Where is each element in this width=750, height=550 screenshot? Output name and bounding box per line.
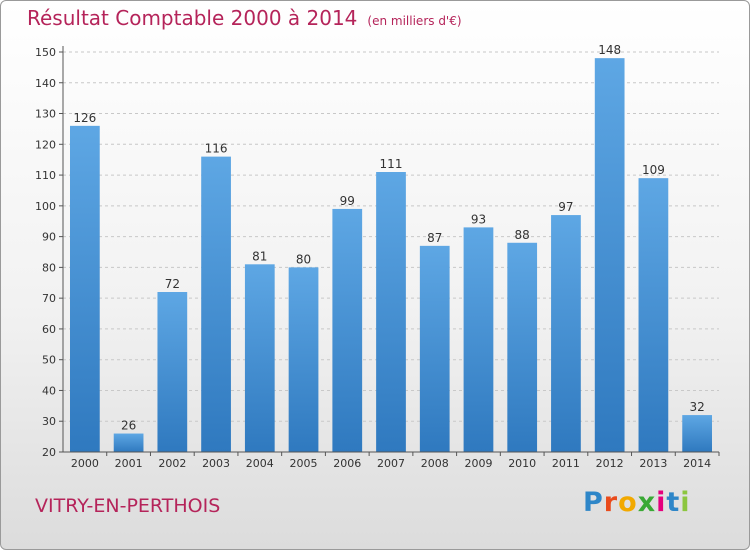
title-main: Résultat Comptable 2000 à 2014 (27, 6, 358, 30)
x-tick-label: 2010 (508, 457, 536, 470)
y-tick-label: 70 (42, 292, 56, 305)
logo-letter: x (637, 487, 657, 518)
y-tick-label: 80 (42, 261, 56, 274)
x-tick-label: 2014 (683, 457, 711, 470)
y-tick-label: 90 (42, 231, 56, 244)
chart-title: Résultat Comptable 2000 à 2014 (en millie… (27, 6, 462, 30)
logo-letter: t (666, 487, 681, 518)
bars: 126 26 72 116 81 80 99 111 87 93 88 97 148 109 32 (69, 43, 713, 453)
bar (288, 267, 319, 452)
bar-value-label: 126 (73, 111, 96, 125)
bar (551, 215, 581, 452)
x-tick-label: 2012 (596, 457, 624, 470)
bar-value-label: 116 (205, 142, 228, 156)
bar-value-label: 80 (296, 252, 311, 266)
bar (244, 264, 275, 452)
logo-letter: i (656, 487, 667, 518)
logo-letter: r (603, 487, 619, 518)
bar-value-label: 97 (558, 200, 573, 214)
x-tick-label: 2002 (158, 457, 186, 470)
y-axis: 20 30 40 50 60 70 80 90 100 110 120 130 140 150 (35, 46, 64, 459)
bar (682, 415, 713, 452)
title-unit: (en milliers d'€) (367, 14, 462, 28)
bar-value-label: 81 (252, 249, 267, 263)
y-tick-label: 130 (35, 108, 56, 121)
bar (332, 208, 363, 452)
bar (594, 58, 625, 453)
bar-value-label: 32 (689, 400, 704, 414)
bar-value-label: 93 (471, 212, 486, 226)
bar-value-label: 109 (642, 163, 665, 177)
bar (463, 227, 494, 452)
bar-value-label: 87 (427, 231, 442, 245)
logo-letter: o (618, 487, 638, 518)
bar (69, 125, 100, 452)
bar-value-label: 99 (340, 194, 355, 208)
x-tick-label: 2007 (377, 457, 405, 470)
y-tick-label: 110 (35, 169, 56, 182)
x-tick-label: 2009 (464, 457, 492, 470)
x-tick-label: 2008 (421, 457, 449, 470)
y-tick-label: 20 (42, 446, 56, 459)
bar-value-label: 148 (598, 43, 621, 57)
bar (419, 245, 450, 452)
y-tick-label: 120 (35, 138, 56, 151)
bar (157, 292, 188, 452)
x-tick-label: 2003 (202, 457, 230, 470)
proxiti-logo: Proxiti (583, 487, 691, 518)
bar-value-label: 111 (380, 157, 403, 171)
logo-letter: i (680, 487, 691, 518)
x-tick-label: 2011 (552, 457, 580, 470)
bar-value-label: 26 (121, 419, 136, 433)
y-tick-label: 60 (42, 323, 56, 336)
bar (201, 156, 231, 452)
x-tick-label: 2013 (639, 457, 667, 470)
y-tick-label: 30 (42, 415, 56, 428)
x-tick-label: 2000 (71, 457, 99, 470)
x-tick-label: 2005 (290, 457, 318, 470)
y-tick-label: 140 (35, 77, 56, 90)
bar (376, 172, 406, 452)
x-tick-label: 2001 (115, 457, 143, 470)
y-tick-label: 50 (42, 354, 56, 367)
bar-value-label: 72 (165, 277, 180, 291)
y-tick-label: 40 (42, 384, 56, 397)
x-tick-label: 2006 (333, 457, 361, 470)
bar (638, 178, 669, 452)
commune-name: VITRY-EN-PERTHOIS (35, 495, 221, 517)
logo-letter: P (583, 487, 604, 518)
y-tick-label: 100 (35, 200, 56, 213)
x-tick-label: 2004 (246, 457, 274, 470)
bar (507, 242, 538, 452)
x-axis: 2000 2001 2002 2003 2004 2005 2006 2007 2008 2009… (63, 451, 720, 470)
bar (113, 433, 144, 452)
bar-value-label: 88 (515, 228, 530, 242)
y-tick-label: 150 (35, 46, 56, 59)
